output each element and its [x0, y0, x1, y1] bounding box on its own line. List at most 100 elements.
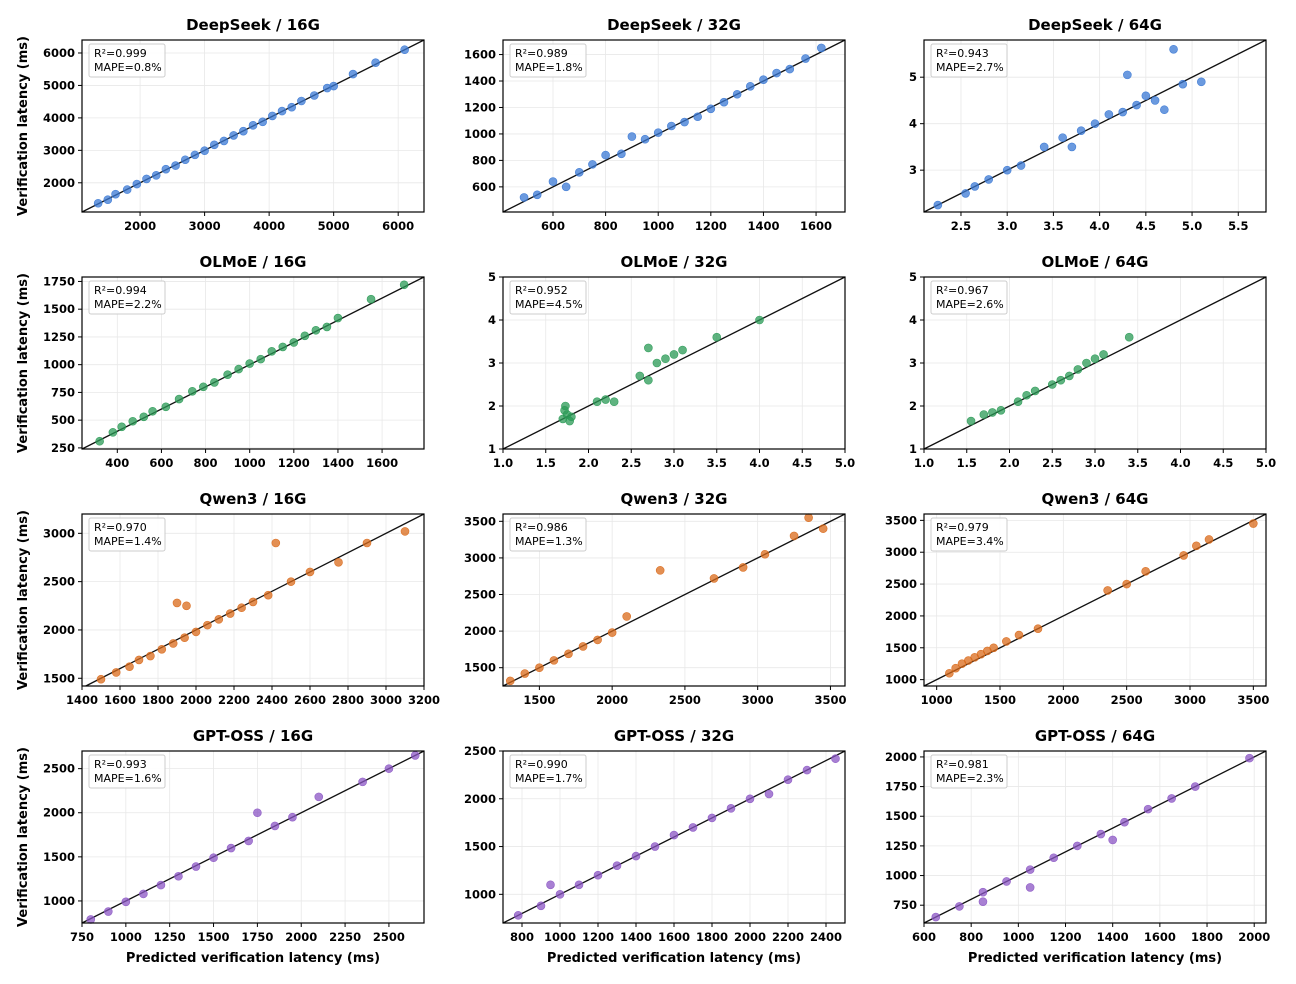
data-point	[609, 397, 619, 407]
data-point	[156, 880, 166, 890]
data-point	[125, 662, 134, 671]
y-tick-label: 1000	[885, 673, 917, 687]
mape-label: MAPE=2.6%	[936, 298, 1004, 311]
data-point	[519, 193, 529, 202]
data-point	[640, 134, 650, 144]
data-point	[134, 655, 144, 665]
data-point	[310, 91, 319, 100]
data-point	[237, 603, 246, 613]
axes-frame	[502, 39, 846, 213]
y-tick-label: 1250	[885, 839, 917, 853]
data-point	[322, 322, 332, 332]
data-point	[209, 853, 218, 863]
y-tick-label: 2500	[43, 762, 75, 776]
r2-label: R²=0.999	[94, 47, 147, 60]
subplot-olmoe-16g: 400 600 800 1000 1200 1400 1600 250 500 750 1000 12…	[16, 253, 425, 470]
data-point	[650, 842, 660, 851]
y-tick-label: 2000	[43, 176, 75, 190]
mape-label: MAPE=4.5%	[515, 298, 583, 311]
y-tick-label: 1750	[43, 274, 75, 288]
data-point	[161, 402, 171, 412]
data-point	[688, 823, 698, 832]
y-tick-label: 1750	[885, 780, 917, 794]
subplot-title: OLMoE / 32G	[621, 253, 728, 271]
data-point	[706, 104, 716, 114]
x-tick-label: 2000	[180, 693, 212, 707]
data-point	[574, 880, 584, 890]
data-point	[180, 155, 190, 165]
x-tick-label: 1500	[198, 930, 230, 944]
y-tick-label: 750	[51, 385, 75, 399]
y-tick-label: 3500	[464, 514, 496, 528]
data-point	[103, 195, 113, 204]
data-point	[248, 121, 258, 130]
subplot-deepseek-64g: 2.5 3.0 3.5 4.0 4.5 5.0 5.5 3 4 5 DeepSeek / 64G R²…	[909, 16, 1267, 233]
data-point	[297, 96, 306, 106]
y-tick-label: 2500	[885, 577, 917, 591]
x-tick-label: 800	[959, 930, 983, 944]
x-tick-label: 2000	[1047, 693, 1079, 707]
data-point	[532, 190, 542, 200]
data-point	[712, 332, 722, 342]
subplot-olmoe-32g: 1.0 1.5 2.0 2.5 3.0 3.5 4.0 4.5 5.0 1 2 3 4 5 OLMoE / …	[488, 253, 855, 470]
data-point	[818, 524, 828, 533]
y-tick-label: 1500	[43, 850, 75, 864]
data-point	[970, 182, 980, 191]
data-point	[1058, 133, 1067, 142]
x-tick-label: 2400	[810, 930, 842, 944]
data-point	[157, 644, 167, 654]
data-point	[225, 609, 235, 618]
data-point	[1065, 371, 1074, 381]
data-point	[174, 871, 183, 881]
x-tick-label: 2500	[669, 693, 701, 707]
axes-frame	[81, 750, 425, 924]
y-tick-label: 1000	[464, 887, 496, 901]
data-point	[1025, 883, 1035, 892]
data-point	[783, 775, 793, 784]
mape-label: MAPE=1.4%	[94, 535, 162, 548]
axes-frame	[502, 513, 846, 687]
data-point	[578, 642, 588, 651]
data-point	[1076, 126, 1086, 135]
axes-frame	[81, 276, 425, 450]
data-point	[567, 412, 576, 422]
data-point	[989, 643, 998, 653]
x-tick-label: 2.5	[1042, 456, 1062, 470]
data-point	[182, 601, 191, 611]
axes-frame	[923, 750, 1267, 924]
data-point	[804, 513, 813, 522]
stats-box	[88, 280, 166, 315]
x-tick-label: 1500	[984, 693, 1016, 707]
x-tick-label: 2000	[124, 219, 156, 233]
subplot-deepseek-32g: 600 800 1000 1200 1400 1600 600 800 1000 1200 1400…	[464, 16, 846, 233]
x-tick-label: 3.5	[1043, 219, 1063, 233]
y-tick-label: 1000	[885, 869, 917, 883]
data-point	[400, 527, 410, 536]
x-tick-label: 800	[194, 456, 218, 470]
x-tick-label: 1200	[1050, 930, 1082, 944]
x-tick-label: 1600	[800, 219, 832, 233]
data-point	[745, 794, 755, 804]
x-tick-label: 3.5	[707, 456, 727, 470]
y-tick-label: 3000	[885, 545, 917, 559]
stats-box	[930, 280, 1008, 315]
data-point	[978, 897, 988, 906]
data-point	[348, 69, 358, 79]
stats-box	[88, 517, 166, 552]
data-point	[719, 97, 729, 107]
data-point	[151, 171, 161, 180]
x-tick-label: 400	[105, 456, 129, 470]
data-point	[978, 887, 988, 897]
y-tick-label: 3	[909, 356, 917, 370]
data-point	[219, 136, 229, 146]
data-point	[1122, 579, 1131, 589]
x-tick-label: 3000	[370, 693, 402, 707]
x-tick-label: 4.5	[792, 456, 812, 470]
data-point	[802, 765, 812, 775]
data-point	[148, 406, 157, 416]
x-tick-label: 6000	[382, 219, 414, 233]
data-point	[561, 182, 571, 192]
data-point	[1047, 380, 1057, 389]
data-point	[139, 889, 148, 899]
data-point	[759, 75, 768, 84]
